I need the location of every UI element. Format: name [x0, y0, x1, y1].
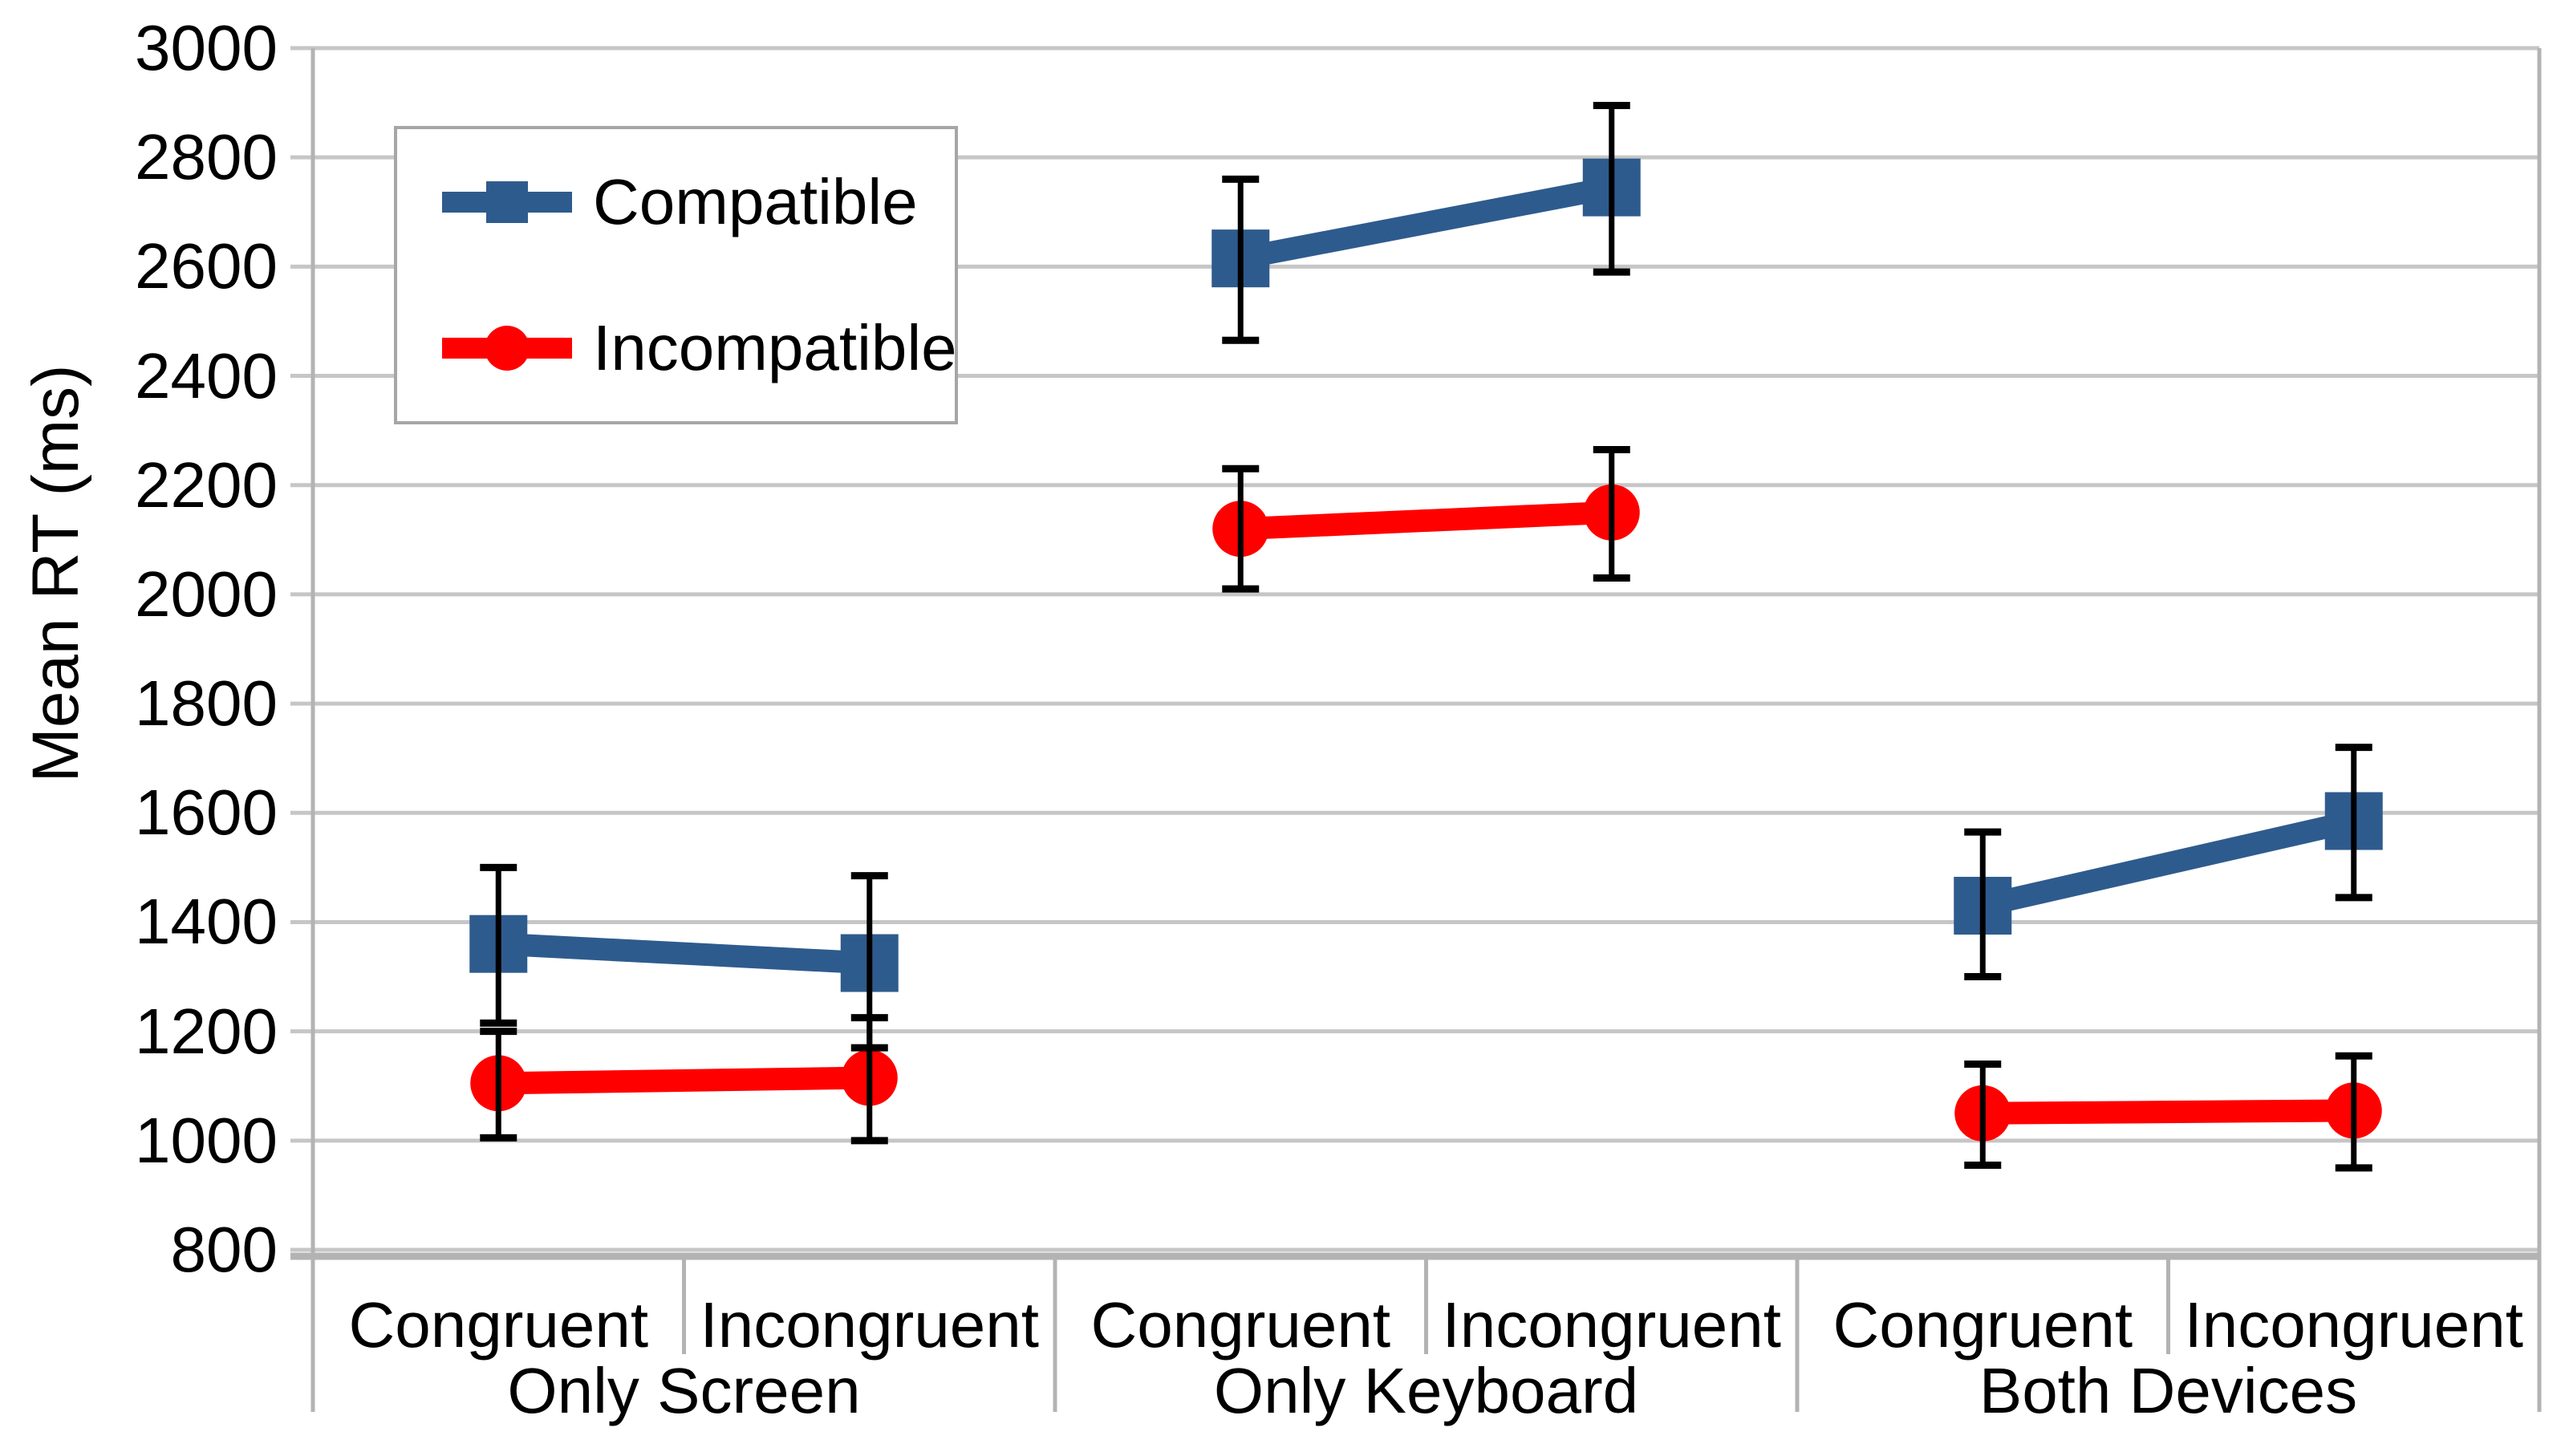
- y-axis-tick-label: 800: [170, 1214, 278, 1285]
- legend: Compatible Incompatible: [394, 126, 958, 424]
- legend-label-compatible: Compatible: [593, 166, 918, 237]
- y-axis-tick-label: 2400: [135, 339, 278, 412]
- category-label: Incongruent: [2184, 1289, 2524, 1361]
- group-label-both-devices: Both Devices: [1979, 1355, 2358, 1426]
- category-label: Congruent: [348, 1289, 649, 1361]
- y-axis-tick-label: 3000: [135, 12, 278, 83]
- y-axis-tick-label: 2200: [135, 448, 278, 521]
- y-axis-tick-label: 2600: [135, 230, 278, 302]
- y-axis-tick-label: 1200: [135, 995, 278, 1067]
- y-axis-tick-label: 2800: [135, 121, 278, 193]
- y-axis-tick-label: 1400: [135, 886, 278, 958]
- legend-label-incompatible: Incompatible: [593, 312, 957, 383]
- group-label-only-keyboard: Only Keyboard: [1213, 1355, 1639, 1426]
- series-line-incompatible: [498, 501, 2354, 1125]
- category-label: Incongruent: [700, 1289, 1040, 1361]
- incompatible-circle-marker-icon: [442, 326, 572, 371]
- error-bars: [480, 101, 2372, 1172]
- category-label: Congruent: [1090, 1289, 1391, 1361]
- axis-lines: [290, 48, 2542, 1412]
- series-line-compatible: [497, 176, 2356, 975]
- y-axis-tick-label: 2000: [135, 558, 278, 630]
- group-label-only-screen: Only Screen: [507, 1355, 861, 1426]
- y-axis-tick-label: 1000: [135, 1104, 278, 1176]
- category-label: Incongruent: [1442, 1289, 1782, 1361]
- legend-entry-incompatible: Incompatible: [397, 275, 957, 421]
- legend-entry-compatible: Compatible: [397, 129, 955, 275]
- y-axis-tick-label: 1800: [135, 667, 278, 740]
- compatible-square-marker-icon: [442, 181, 572, 223]
- category-label: Congruent: [1832, 1289, 2133, 1361]
- y-axis-tick-label: 1600: [135, 777, 278, 849]
